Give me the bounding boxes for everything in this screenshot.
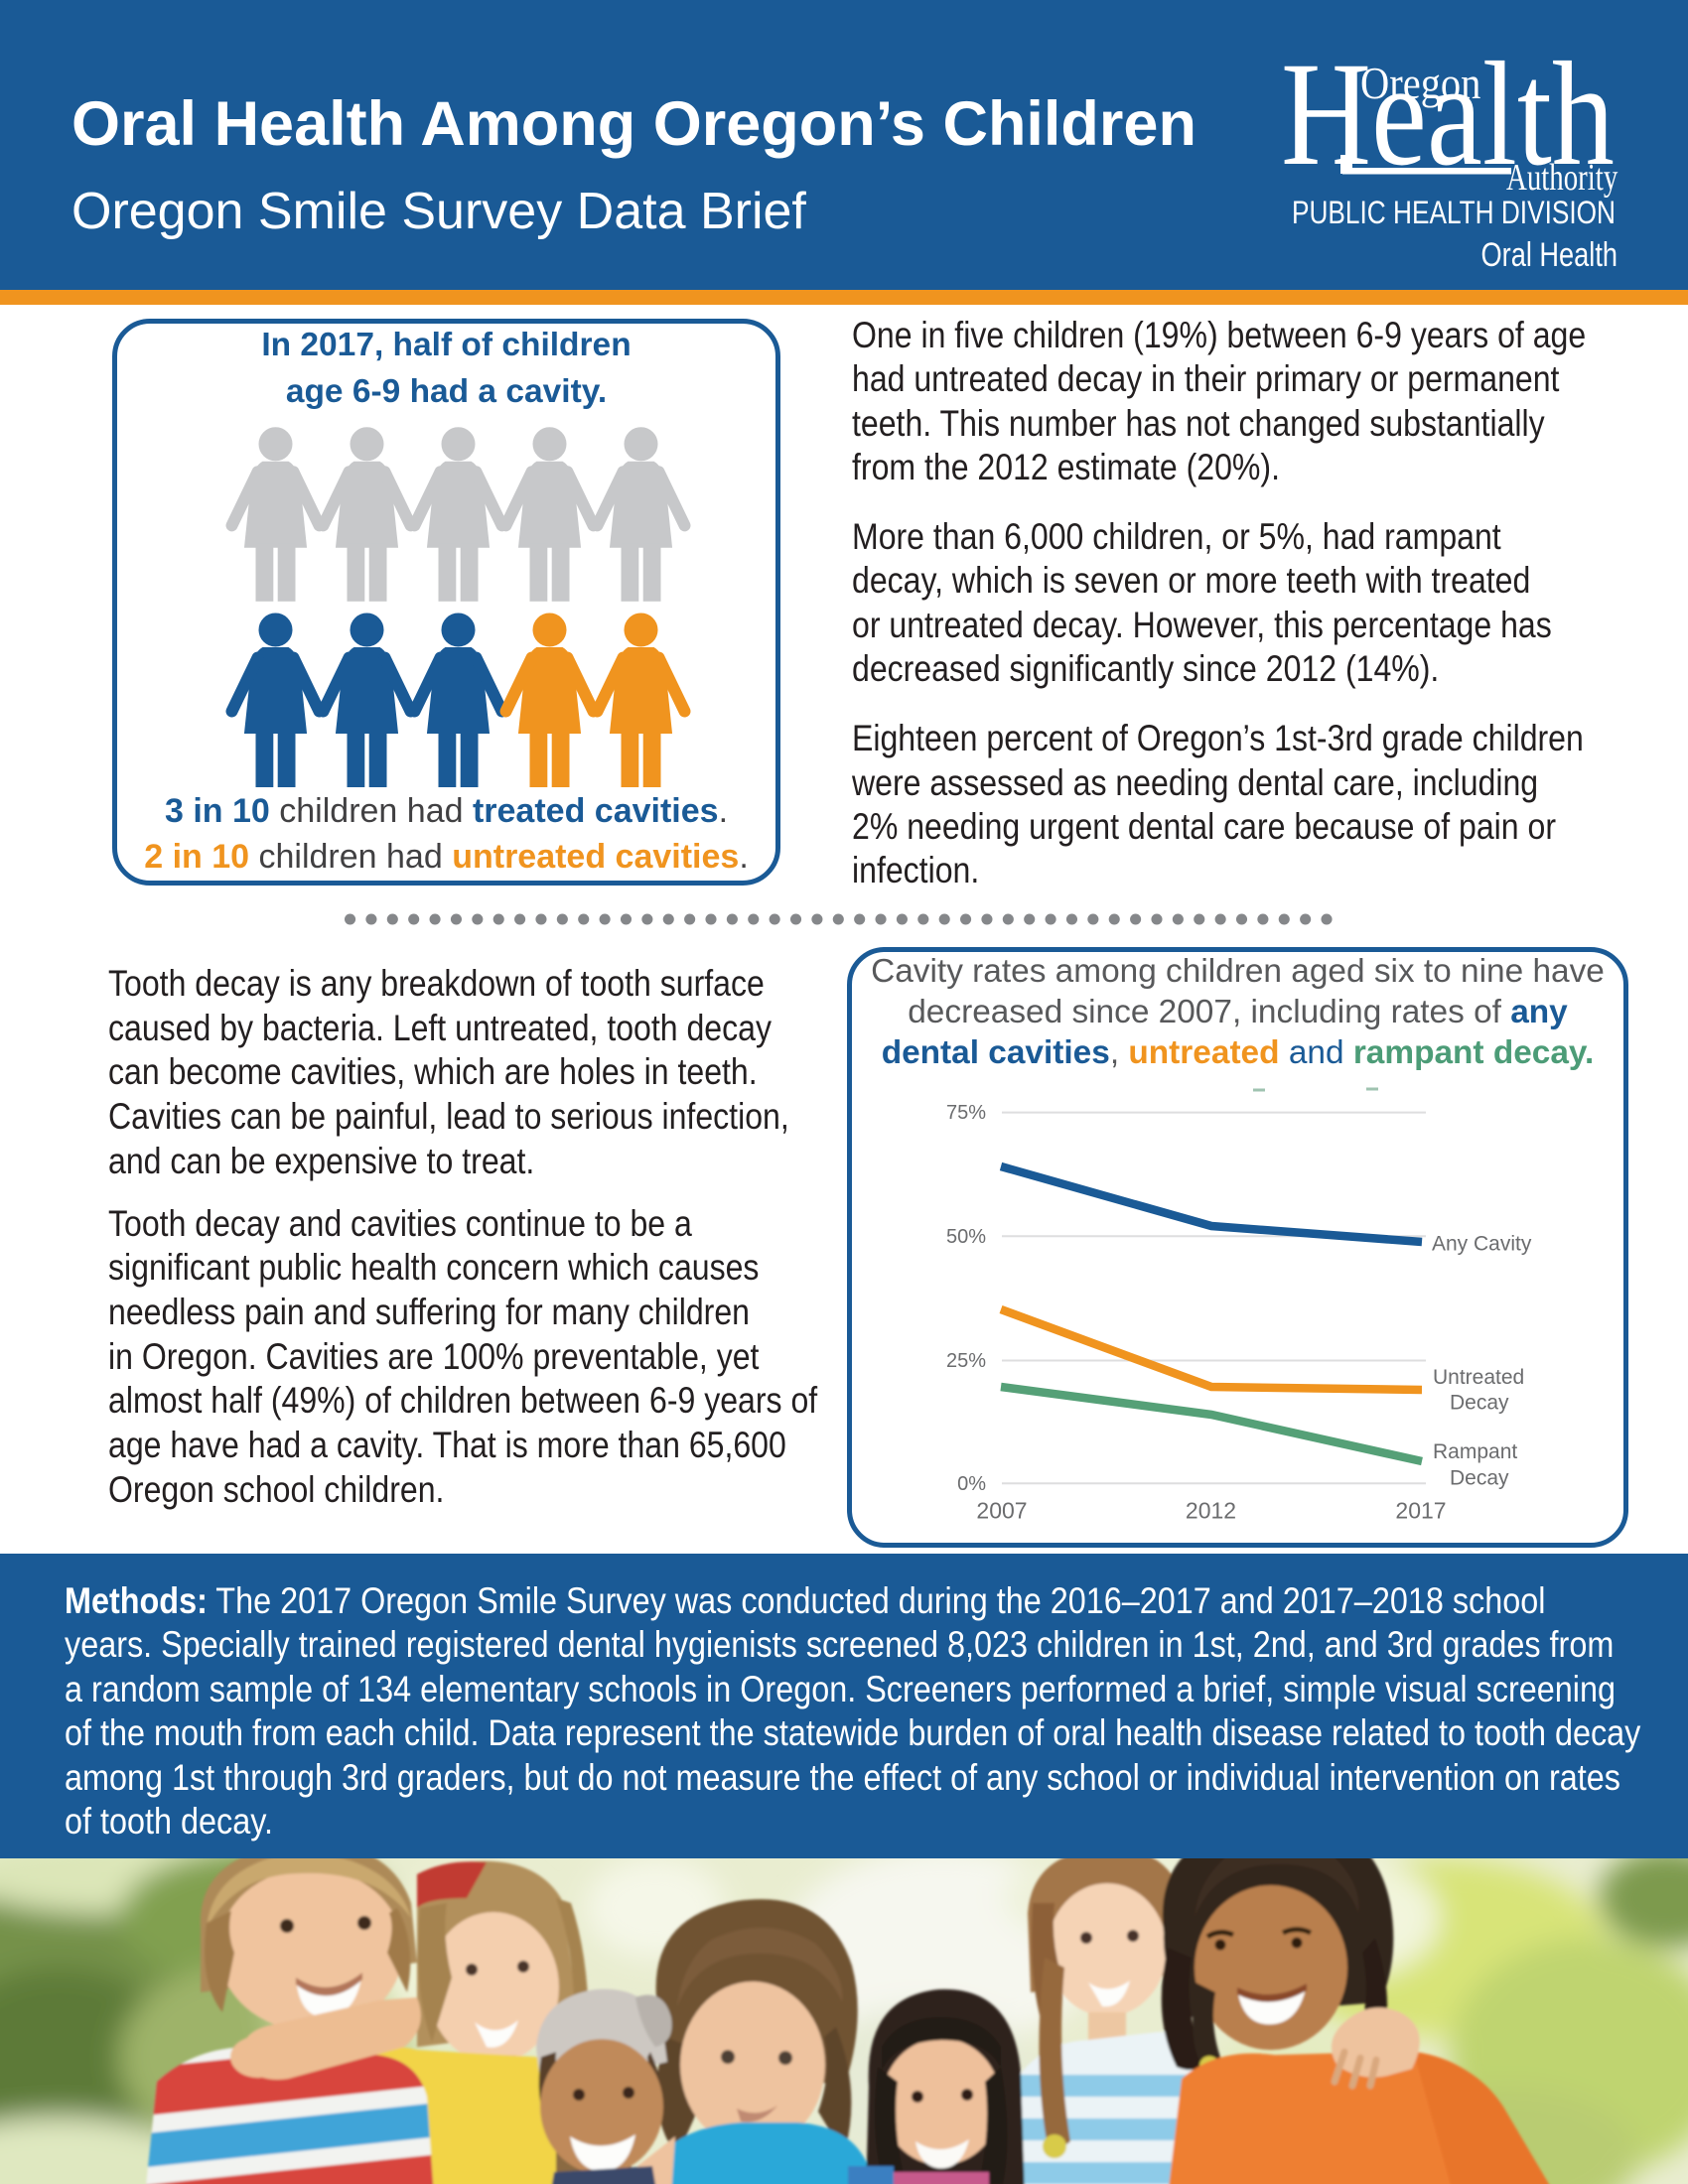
svg-text:Authority: Authority [1506,157,1618,199]
svg-text:Any Cavity: Any Cavity [1432,1232,1532,1255]
svg-text:0%: 0% [957,1473,986,1495]
svg-text:Decay: Decay [1450,1391,1509,1414]
svg-text:Oral Health: Oral Health [1481,235,1618,274]
svg-text:Rampant: Rampant [1433,1440,1517,1463]
svg-text:2017: 2017 [1395,1498,1446,1524]
svg-text:75%: 75% [946,1102,986,1124]
svg-text:Oregon: Oregon [1360,60,1480,108]
svg-text:Untreated: Untreated [1433,1366,1524,1389]
svg-text:2007: 2007 [976,1498,1027,1524]
svg-text:2012: 2012 [1186,1498,1236,1524]
svg-text:PUBLIC HEALTH DIVISION: PUBLIC HEALTH DIVISION [1292,197,1616,231]
svg-text:Decay: Decay [1450,1466,1509,1489]
svg-text:50%: 50% [946,1226,986,1248]
svg-text:25%: 25% [946,1350,986,1372]
